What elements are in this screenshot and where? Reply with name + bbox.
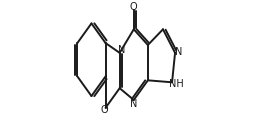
Text: N: N	[175, 47, 182, 57]
Text: N: N	[118, 45, 125, 55]
Text: N: N	[130, 99, 138, 109]
Text: O: O	[100, 105, 108, 115]
Text: O: O	[130, 2, 138, 12]
Text: NH: NH	[169, 79, 184, 89]
